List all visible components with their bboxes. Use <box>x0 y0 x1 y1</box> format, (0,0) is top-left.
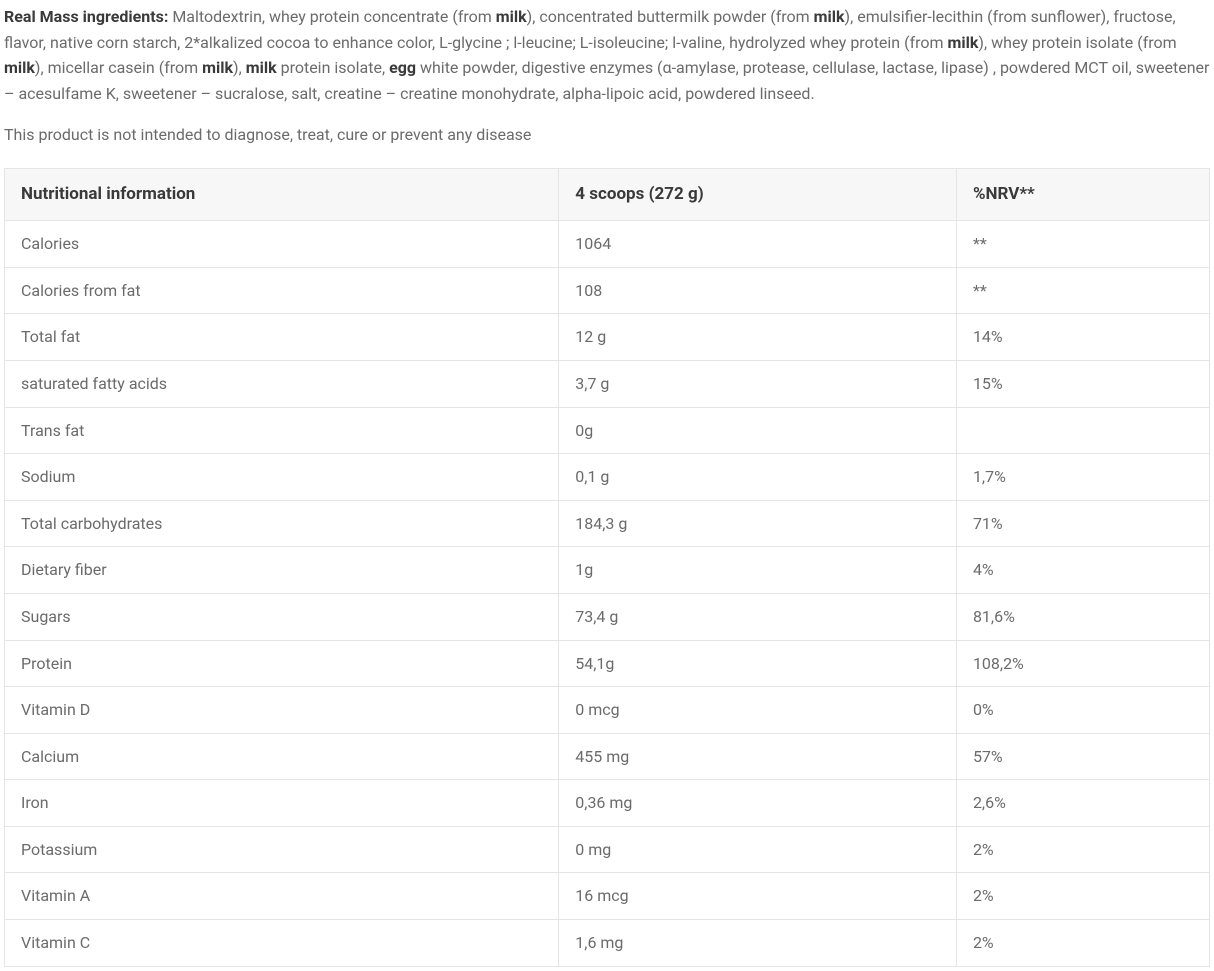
nutrient-amount: 0,36 mg <box>559 780 957 827</box>
nutrient-nrv: 1,7% <box>956 454 1209 501</box>
nutrient-amount: 0 mg <box>559 826 957 873</box>
nutrient-amount: 0 mcg <box>559 687 957 734</box>
table-row: Sodium0,1 g1,7% <box>5 454 1210 501</box>
allergen-bold: milk <box>948 33 979 52</box>
nutrient-name: Iron <box>5 780 559 827</box>
nutrient-name: Protein <box>5 640 559 687</box>
nutrient-name: Vitamin C <box>5 920 559 967</box>
allergen-bold: milk <box>4 58 35 77</box>
nutrient-name: Vitamin D <box>5 687 559 734</box>
nutrient-name: Sodium <box>5 454 559 501</box>
nutrient-amount: 1,6 mg <box>559 920 957 967</box>
nutrient-name: Total fat <box>5 314 559 361</box>
allergen-bold: milk <box>246 58 277 77</box>
nutrient-amount: 108 <box>559 267 957 314</box>
table-row: saturated fatty acids3,7 g15% <box>5 360 1210 407</box>
nutrient-amount: 0,1 g <box>559 454 957 501</box>
nutrient-amount: 1064 <box>559 221 957 268</box>
table-row: Calories1064** <box>5 221 1210 268</box>
table-header-row: Nutritional information 4 scoops (272 g)… <box>5 168 1210 220</box>
table-row: Sugars73,4 g81,6% <box>5 593 1210 640</box>
nutrient-amount: 54,1g <box>559 640 957 687</box>
ingredients-label: Real Mass ingredients: <box>4 7 168 26</box>
nutrient-nrv <box>956 407 1209 454</box>
table-row: Vitamin C1,6 mg2% <box>5 920 1210 967</box>
nutrient-nrv: ** <box>956 267 1209 314</box>
nutrient-nrv: 0% <box>956 687 1209 734</box>
nutrient-amount: 73,4 g <box>559 593 957 640</box>
nutrient-amount: 1g <box>559 547 957 594</box>
nutrient-amount: 0g <box>559 407 957 454</box>
table-row: Calories from fat108** <box>5 267 1210 314</box>
nutrient-nrv: 2,6% <box>956 780 1209 827</box>
allergen-bold: milk <box>202 58 233 77</box>
nutrient-name: Total carbohydrates <box>5 500 559 547</box>
header-nrv: %NRV** <box>956 168 1209 220</box>
nutrient-amount: 3,7 g <box>559 360 957 407</box>
header-nutritional-info: Nutritional information <box>5 168 559 220</box>
allergen-bold: milk <box>814 7 845 26</box>
nutrient-nrv: 4% <box>956 547 1209 594</box>
disclaimer-text: This product is not intended to diagnose… <box>4 122 1210 148</box>
nutrient-nrv: 2% <box>956 826 1209 873</box>
nutrient-nrv: 2% <box>956 920 1209 967</box>
nutrient-nrv: 15% <box>956 360 1209 407</box>
allergen-bold: egg <box>389 58 416 77</box>
header-scoops: 4 scoops (272 g) <box>559 168 957 220</box>
nutrition-table: Nutritional information 4 scoops (272 g)… <box>4 168 1210 967</box>
nutrient-name: Dietary fiber <box>5 547 559 594</box>
nutrient-name: Calories from fat <box>5 267 559 314</box>
table-row: Calcium455 mg57% <box>5 733 1210 780</box>
nutrient-nrv: 71% <box>956 500 1209 547</box>
nutrient-name: Calcium <box>5 733 559 780</box>
nutrient-nrv: 2% <box>956 873 1209 920</box>
nutrient-nrv: ** <box>956 221 1209 268</box>
nutrient-amount: 184,3 g <box>559 500 957 547</box>
nutrient-name: Potassium <box>5 826 559 873</box>
table-row: Dietary fiber1g4% <box>5 547 1210 594</box>
nutrient-nrv: 108,2% <box>956 640 1209 687</box>
table-row: Potassium0 mg2% <box>5 826 1210 873</box>
table-body: Calories1064**Calories from fat108**Tota… <box>5 221 1210 967</box>
nutrient-name: Trans fat <box>5 407 559 454</box>
table-row: Total fat12 g14% <box>5 314 1210 361</box>
nutrient-name: saturated fatty acids <box>5 360 559 407</box>
nutrient-nrv: 57% <box>956 733 1209 780</box>
nutrient-name: Vitamin A <box>5 873 559 920</box>
allergen-bold: milk <box>496 7 527 26</box>
nutrient-amount: 455 mg <box>559 733 957 780</box>
table-row: Total carbohydrates184,3 g71% <box>5 500 1210 547</box>
nutrient-nrv: 81,6% <box>956 593 1209 640</box>
table-row: Protein54,1g108,2% <box>5 640 1210 687</box>
nutrient-amount: 16 mcg <box>559 873 957 920</box>
table-row: Vitamin A16 mcg2% <box>5 873 1210 920</box>
nutrient-amount: 12 g <box>559 314 957 361</box>
nutrient-name: Sugars <box>5 593 559 640</box>
table-row: Iron0,36 mg2,6% <box>5 780 1210 827</box>
nutrient-name: Calories <box>5 221 559 268</box>
nutrient-nrv: 14% <box>956 314 1209 361</box>
ingredients-paragraph: Real Mass ingredients: Maltodextrin, whe… <box>4 4 1210 106</box>
table-row: Vitamin D0 mcg0% <box>5 687 1210 734</box>
table-row: Trans fat0g <box>5 407 1210 454</box>
